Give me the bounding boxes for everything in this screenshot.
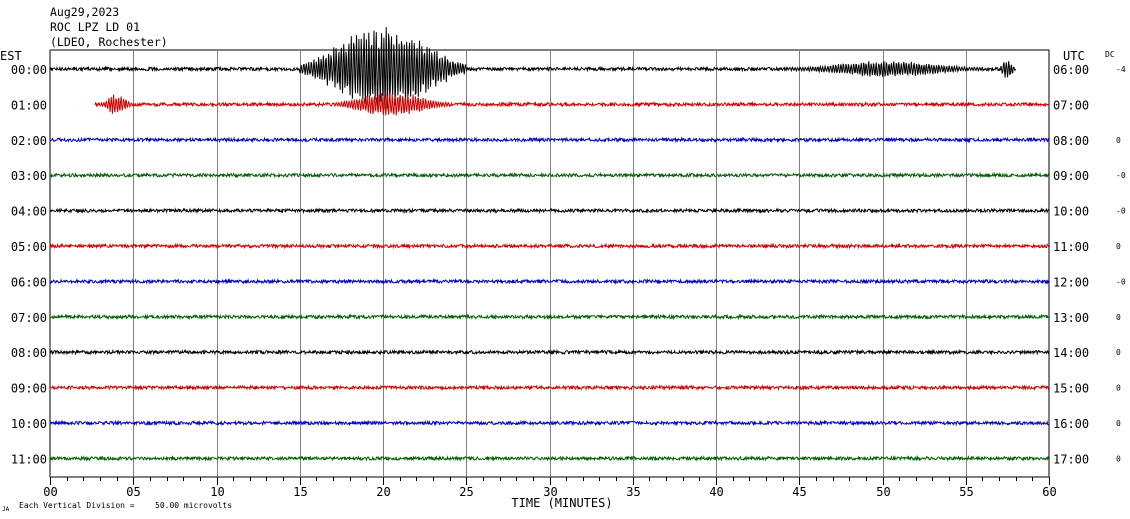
utc-time-label: 14:00	[1053, 346, 1089, 360]
dc-offset-label: -0	[1116, 207, 1126, 216]
utc-time-label: 10:00	[1053, 205, 1089, 219]
x-tick-label: 35	[626, 485, 640, 499]
est-time-label: 08:00	[11, 346, 47, 360]
est-time-label: 02:00	[11, 134, 47, 148]
utc-time-label: 07:00	[1053, 98, 1089, 112]
dc-offset-label: 0	[1116, 136, 1121, 145]
dc-offset-label: 0	[1116, 313, 1121, 322]
utc-time-label: 15:00	[1053, 382, 1089, 396]
corner-mark: JA	[2, 506, 10, 513]
dc-offset-label: -4	[1116, 65, 1126, 74]
dc-offset-label: 0	[1116, 384, 1121, 393]
utc-time-label: 17:00	[1053, 452, 1089, 466]
dc-offset-label: 0	[1116, 454, 1121, 463]
header-station: ROC LPZ LD 01	[50, 20, 141, 34]
dc-offset-label: 0	[1116, 419, 1121, 428]
est-time-label: 07:00	[11, 311, 47, 325]
utc-time-label: 11:00	[1053, 240, 1089, 254]
seismic-trace	[49, 171, 1050, 179]
seismic-trace	[49, 419, 1050, 427]
dc-label: DC	[1105, 50, 1115, 59]
seismic-trace	[49, 384, 1050, 392]
x-tick-label: 45	[792, 485, 806, 499]
utc-time-label: 08:00	[1053, 134, 1089, 148]
x-tick-label: 10	[210, 485, 224, 499]
header-network: (LDEO, Rochester)	[50, 35, 168, 49]
x-tick-label: 15	[293, 485, 307, 499]
scale-value: 50.00 microvolts	[155, 501, 232, 510]
x-tick-label: 05	[126, 485, 140, 499]
est-zone-label: EST	[0, 49, 22, 63]
seismic-trace	[49, 136, 1050, 144]
x-tick-label: 20	[376, 485, 390, 499]
seismic-trace	[49, 242, 1050, 250]
x-tick-label: 25	[459, 485, 473, 499]
est-time-label: 05:00	[11, 240, 47, 254]
seismic-trace	[49, 277, 1050, 285]
x-tick-label: 50	[876, 485, 890, 499]
utc-time-label: 13:00	[1053, 311, 1089, 325]
dc-offset-label: 0	[1116, 242, 1121, 251]
x-tick-label: 55	[959, 485, 973, 499]
dc-offset-label: -0	[1116, 171, 1126, 180]
est-time-label: 06:00	[11, 275, 47, 289]
seismic-trace	[49, 313, 1049, 321]
dc-offset-label: 0	[1116, 348, 1121, 357]
seismic-traces	[49, 27, 1050, 462]
est-time-label: 03:00	[11, 169, 47, 183]
seismic-trace	[94, 92, 1050, 116]
est-time-label: 04:00	[11, 205, 47, 219]
x-tick-label: 30	[543, 485, 557, 499]
x-tick-label: 00	[43, 485, 57, 499]
header-date: Aug29,2023	[50, 5, 120, 19]
utc-time-label: 09:00	[1053, 169, 1089, 183]
utc-time-label: 12:00	[1053, 275, 1089, 289]
utc-zone-label: UTC	[1063, 49, 1085, 63]
est-time-label: 00:00	[11, 63, 47, 77]
seismic-trace	[49, 348, 1050, 356]
est-time-label: 09:00	[11, 382, 47, 396]
seismic-trace	[49, 454, 1050, 462]
plot-frame	[49, 49, 1050, 478]
grid-lines	[49, 49, 1050, 485]
est-time-label: 10:00	[11, 417, 47, 431]
scale-note: Each Vertical Division =	[19, 501, 135, 510]
seismic-trace	[49, 27, 1017, 110]
est-time-label: 11:00	[11, 452, 47, 466]
x-axis-title: TIME (MINUTES)	[511, 496, 612, 510]
x-tick-label: 60	[1042, 485, 1056, 499]
x-tick-label: 40	[709, 485, 723, 499]
seismic-trace	[49, 207, 1050, 215]
dc-offset-label: -0	[1116, 277, 1126, 286]
utc-time-label: 16:00	[1053, 417, 1089, 431]
utc-time-label: 06:00	[1053, 63, 1089, 77]
est-time-label: 01:00	[11, 98, 47, 112]
